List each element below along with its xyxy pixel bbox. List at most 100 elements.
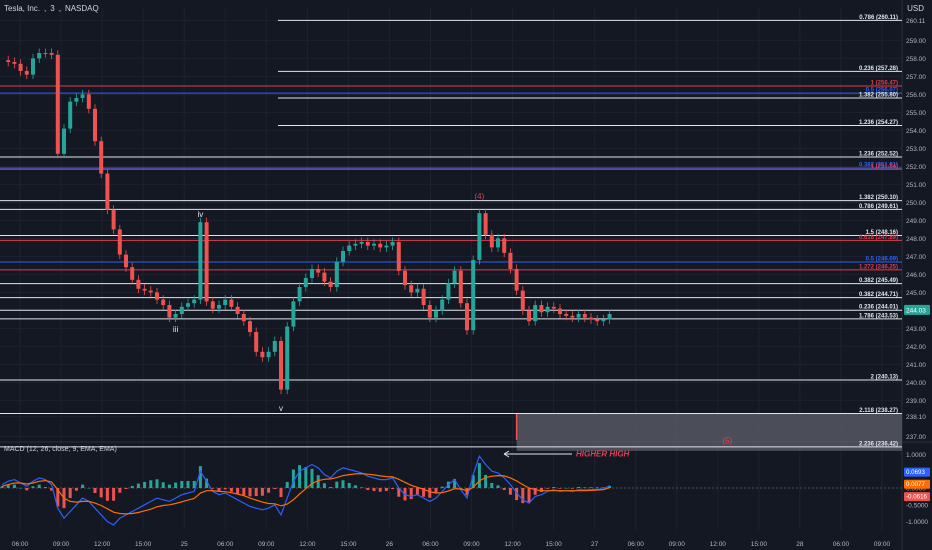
macd-hist-bar [198, 466, 202, 488]
macd-hist-bar [87, 488, 91, 489]
time-tick-label: 09:00 [463, 541, 480, 548]
candle-body [403, 270, 407, 286]
macd-hist-bar [378, 488, 382, 492]
candle-body [167, 305, 172, 318]
candle-body [279, 341, 283, 390]
candle-body [477, 213, 482, 260]
macd-hist-bar [229, 488, 233, 492]
candle-body [117, 229, 122, 255]
macd-hist-bar [496, 485, 500, 488]
time-tick-label: 25 [181, 541, 189, 548]
symbol-exchange: NASDAQ [64, 4, 99, 13]
macd-hist-bar [149, 480, 153, 488]
macd-hist-bar [6, 484, 10, 488]
time-tick-label: 09:00 [874, 541, 891, 548]
candle-body [155, 292, 159, 300]
candle-body [55, 54, 60, 154]
wave-label: (4) [475, 192, 485, 201]
candle-body [254, 332, 259, 352]
macd-hist-bar [68, 488, 72, 499]
macd-hist-bar [502, 488, 506, 491]
macd-readout-label: 0.0077 [906, 481, 925, 488]
candle-body [136, 279, 141, 289]
fib-level-label: 1.236 (254.27) [859, 120, 898, 126]
candle-body [353, 243, 358, 246]
macd-hist-bar [322, 483, 326, 488]
candle-body [285, 326, 290, 390]
macd-hist-bar [508, 488, 512, 495]
price-tick-label: 257.00 [906, 74, 926, 81]
candle-body [12, 62, 17, 64]
candle-body [86, 94, 91, 109]
macd-hist-bar [31, 486, 35, 488]
candle-body [409, 285, 414, 293]
macd-hist-bar [37, 484, 41, 488]
macd-hist-bar [74, 488, 78, 491]
candle-body [396, 242, 401, 271]
macd-hist-bar [56, 488, 60, 507]
macd-hist-bar [397, 488, 401, 497]
macd-hist-bar [180, 480, 184, 488]
candle-body [372, 243, 376, 246]
macd-hist-bar [205, 478, 209, 488]
macd-hist-bar [248, 488, 252, 497]
macd-hist-bar [298, 465, 302, 488]
candle-body [68, 101, 73, 129]
macd-hist-bar [186, 480, 190, 488]
macd-hist-bar [310, 468, 314, 488]
candle-body [260, 351, 265, 358]
candle-body [601, 319, 606, 322]
candle-body [390, 242, 395, 246]
candle-body [248, 321, 252, 332]
fib-level-label: 1 (251.84) [871, 164, 898, 170]
macd-hist-bar [304, 467, 308, 488]
price-tick-label: 256.00 [906, 92, 926, 99]
candle-body [489, 234, 494, 248]
candle-body [204, 222, 209, 302]
candle-body [551, 306, 556, 309]
price-tick-label: 245.00 [906, 290, 926, 297]
fib-level-label: 0.786 (260.11) [859, 15, 898, 21]
macd-hist-bar [99, 488, 103, 498]
currency-label[interactable]: USD [907, 4, 924, 13]
macd-hist-bar [236, 488, 240, 494]
time-axis: 06:00 09:00 12:00 15:00 25 06:00 09:00 12:00 15:… [12, 541, 891, 548]
candle-body [334, 261, 339, 287]
fib-level-label: 1.382 (255.80) [859, 93, 898, 99]
macd-hist-bar [341, 480, 345, 488]
candle-body [93, 108, 97, 142]
macd-hist-bar [558, 488, 562, 489]
candle-body [297, 287, 302, 302]
macd-hist-bar [267, 488, 271, 493]
macd-hist-bar [577, 486, 581, 488]
candle-body [111, 209, 116, 230]
candle-body [31, 58, 35, 75]
candle-body [533, 305, 538, 322]
macd-hist-bar [459, 488, 463, 489]
macd-hist-bar [12, 484, 16, 488]
macd-hist-bar [384, 488, 388, 492]
price-tick-label: 248.00 [906, 236, 926, 243]
fib-level-label: 2 (240.13) [871, 375, 898, 381]
price-tick-label: 238.10 [906, 414, 926, 421]
time-tick-label: 12:00 [299, 541, 316, 548]
macd-hist-bar [279, 488, 283, 498]
macd-hist-bar [291, 469, 295, 488]
price-tick-label: 243.00 [906, 326, 926, 333]
macd-line [1, 454, 610, 526]
candle-body [434, 310, 438, 318]
fib-level-label: 1.382 (250.10) [859, 195, 898, 201]
candle-body [359, 242, 364, 244]
candle-body [223, 299, 228, 305]
time-tick-label: 09:00 [53, 541, 70, 548]
wave-label: iii [173, 325, 179, 334]
last-price-tag [904, 304, 930, 315]
candle-body [483, 213, 488, 235]
candle-body [229, 299, 234, 307]
candle-body [328, 281, 333, 287]
macd-hist-bar [415, 488, 419, 496]
macd-legend[interactable]: MACD (12, 26, close, 9, EMA, EMA) [4, 446, 117, 453]
candle-body [235, 306, 240, 314]
macd-hist-bar [360, 487, 364, 488]
